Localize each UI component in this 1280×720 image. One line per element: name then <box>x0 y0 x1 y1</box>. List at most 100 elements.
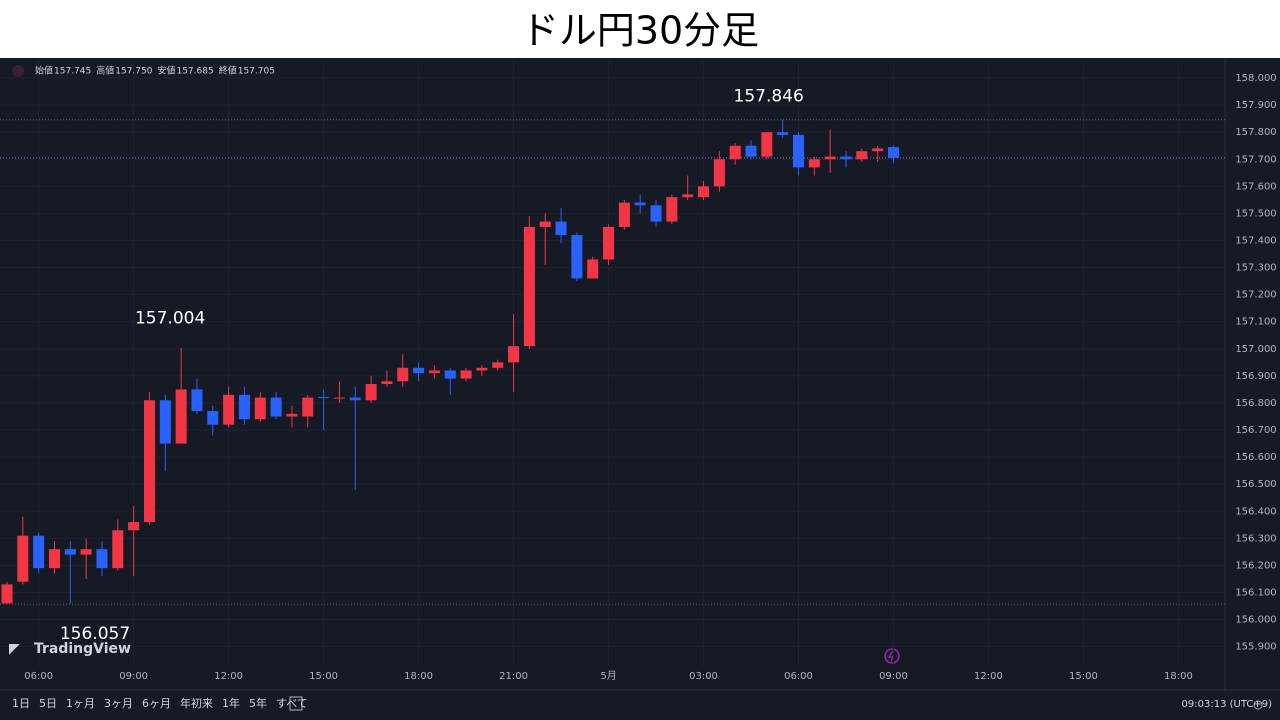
y-tick-label: 156.100 <box>1235 588 1276 599</box>
x-tick-label: 12:00 <box>974 671 1003 682</box>
symbol-icon <box>12 65 24 77</box>
y-tick-label: 157.600 <box>1235 181 1276 192</box>
candle-body <box>872 148 884 152</box>
y-tick-label: 156.300 <box>1235 533 1276 544</box>
candle-body <box>808 159 820 168</box>
candle-body <box>64 549 76 555</box>
y-tick-label: 157.100 <box>1235 317 1276 328</box>
candle-body <box>286 413 298 417</box>
timestamp: 09:03:13 (UTC+9) <box>1182 699 1273 710</box>
candle-body <box>80 549 92 555</box>
title-bar <box>0 0 1280 58</box>
candle-body <box>571 235 583 279</box>
range-button[interactable]: 1日 <box>12 697 30 710</box>
y-tick-label: 156.700 <box>1235 425 1276 436</box>
candle-body <box>159 400 171 444</box>
y-tick-label: 157.400 <box>1235 236 1276 247</box>
candle-body <box>523 226 535 347</box>
candle-body <box>349 397 361 401</box>
candle-body <box>17 535 29 582</box>
y-tick-label: 157.200 <box>1235 290 1276 301</box>
annotation: 157.004 <box>135 309 205 329</box>
candle-body <box>302 397 314 417</box>
y-tick-label: 158.000 <box>1235 73 1276 84</box>
range-button[interactable]: 1ヶ月 <box>66 697 95 710</box>
range-button[interactable]: 6ヶ月 <box>142 697 171 710</box>
y-tick-label: 156.600 <box>1235 452 1276 463</box>
candle-body <box>539 221 551 227</box>
x-tick-label: 5月 <box>600 670 616 682</box>
range-button[interactable]: 3ヶ月 <box>104 697 133 710</box>
candle-body <box>270 397 282 417</box>
y-tick-label: 156.200 <box>1235 560 1276 571</box>
candle-body <box>223 394 235 425</box>
candle-body <box>460 370 472 379</box>
x-tick-label: 18:00 <box>404 671 433 682</box>
candle-body <box>856 151 868 160</box>
logo-mark: ◤ <box>9 641 20 657</box>
candle-body <box>365 384 377 401</box>
x-tick-label: 15:00 <box>1069 671 1098 682</box>
candle-body <box>777 132 789 135</box>
candle-body <box>587 259 599 279</box>
plot-background <box>0 58 1280 720</box>
candle-body <box>729 145 741 160</box>
candle-body <box>555 221 567 236</box>
x-tick-label: 03:00 <box>689 671 718 682</box>
y-tick-label: 156.800 <box>1235 398 1276 409</box>
candle-body <box>824 156 836 160</box>
range-button[interactable]: 年初来 <box>180 696 213 710</box>
date-range-icon[interactable] <box>289 696 303 711</box>
settings-icon[interactable] <box>1253 700 1263 710</box>
legend-label: 高値 <box>96 65 114 77</box>
candle-body <box>381 381 393 385</box>
candle-body <box>413 367 425 374</box>
candle-body <box>666 197 678 222</box>
candle-body <box>128 522 140 531</box>
legend-label: 始値 <box>35 65 53 77</box>
x-tick-label: 06:00 <box>784 671 813 682</box>
range-button[interactable]: 1年 <box>222 696 240 710</box>
candle-body <box>793 134 804 168</box>
candle-body <box>444 370 456 379</box>
candle-body <box>745 145 757 157</box>
x-tick-label: 12:00 <box>214 671 243 682</box>
candle-body <box>112 530 124 569</box>
candle-body <box>397 367 409 382</box>
candle-body <box>508 346 520 363</box>
y-tick-label: 157.500 <box>1235 208 1276 219</box>
candle-body <box>238 394 250 420</box>
range-button[interactable]: 5年 <box>249 696 267 710</box>
y-tick-label: 157.800 <box>1235 127 1276 138</box>
y-tick-label: 156.500 <box>1235 479 1276 490</box>
candle-body <box>887 147 899 158</box>
candle-body <box>96 549 108 569</box>
logo: TradingView <box>34 641 131 657</box>
lightning-icon <box>884 648 900 664</box>
x-tick-label: 18:00 <box>1164 671 1193 682</box>
candle-body <box>634 202 646 206</box>
candle-body <box>682 194 694 198</box>
y-tick-label: 157.700 <box>1235 154 1276 165</box>
candle-body <box>48 549 60 569</box>
candle-body <box>476 367 488 371</box>
y-tick-label: 156.900 <box>1235 371 1276 382</box>
candle-body <box>713 159 725 187</box>
candle-body <box>492 362 504 368</box>
x-tick-label: 15:00 <box>309 671 338 682</box>
y-tick-label: 157.300 <box>1235 263 1276 274</box>
chart-title: ドル円30分足 <box>521 9 759 53</box>
candle-body <box>650 205 662 222</box>
low-annotation: 156.057 <box>60 624 130 644</box>
range-button[interactable]: すべて <box>276 697 308 710</box>
candle-body <box>761 132 773 157</box>
range-button[interactable]: 5日 <box>39 697 57 710</box>
candle-body <box>318 397 330 399</box>
x-tick-label: 09:00 <box>119 671 148 682</box>
candle-body <box>428 370 440 374</box>
legend-label: 安値 <box>157 65 175 77</box>
y-tick-label: 155.900 <box>1235 642 1276 653</box>
legend-value: 157.705 <box>238 67 275 77</box>
y-tick-label: 157.000 <box>1235 344 1276 355</box>
